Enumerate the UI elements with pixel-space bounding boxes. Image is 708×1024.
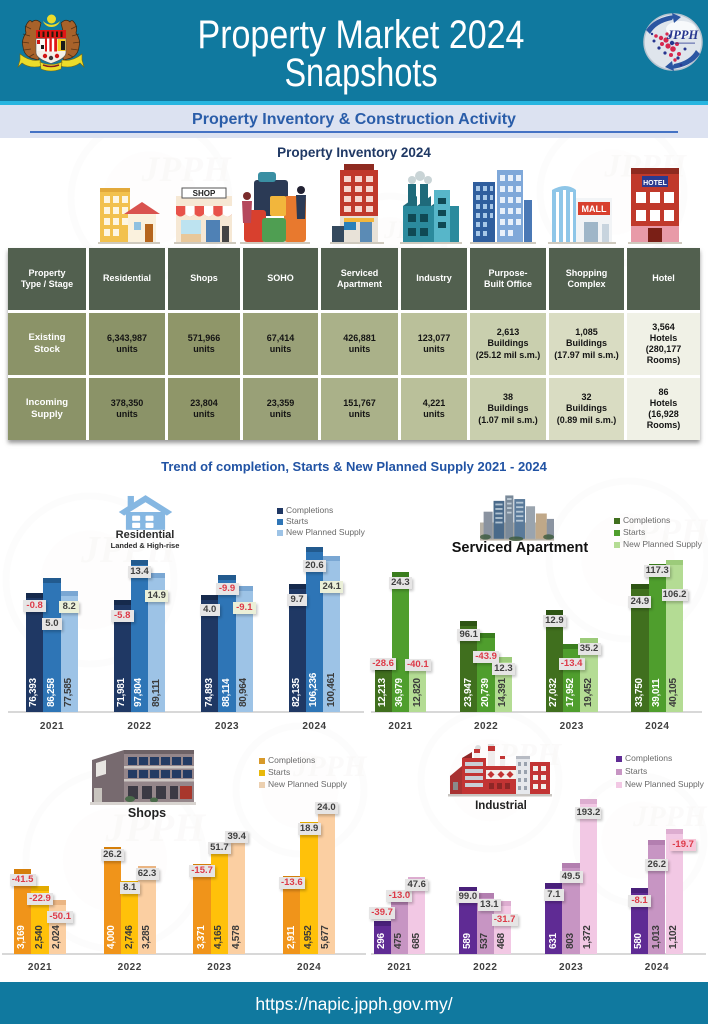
svg-text:JPPH: JPPH (666, 28, 700, 42)
svg-text:JPPH: JPPH (619, 511, 708, 551)
svg-text:JPPH: JPPH (141, 149, 232, 189)
svg-text:JPPH: JPPH (105, 805, 208, 850)
svg-text:JPPH: JPPH (80, 529, 177, 571)
svg-text:MALL: MALL (582, 204, 607, 214)
svg-text:HOTEL: HOTEL (643, 180, 667, 187)
svg-text:SHOP: SHOP (193, 189, 216, 198)
svg-text:JPPH: JPPH (292, 751, 368, 783)
svg-text:JPPH: JPPH (632, 801, 708, 833)
